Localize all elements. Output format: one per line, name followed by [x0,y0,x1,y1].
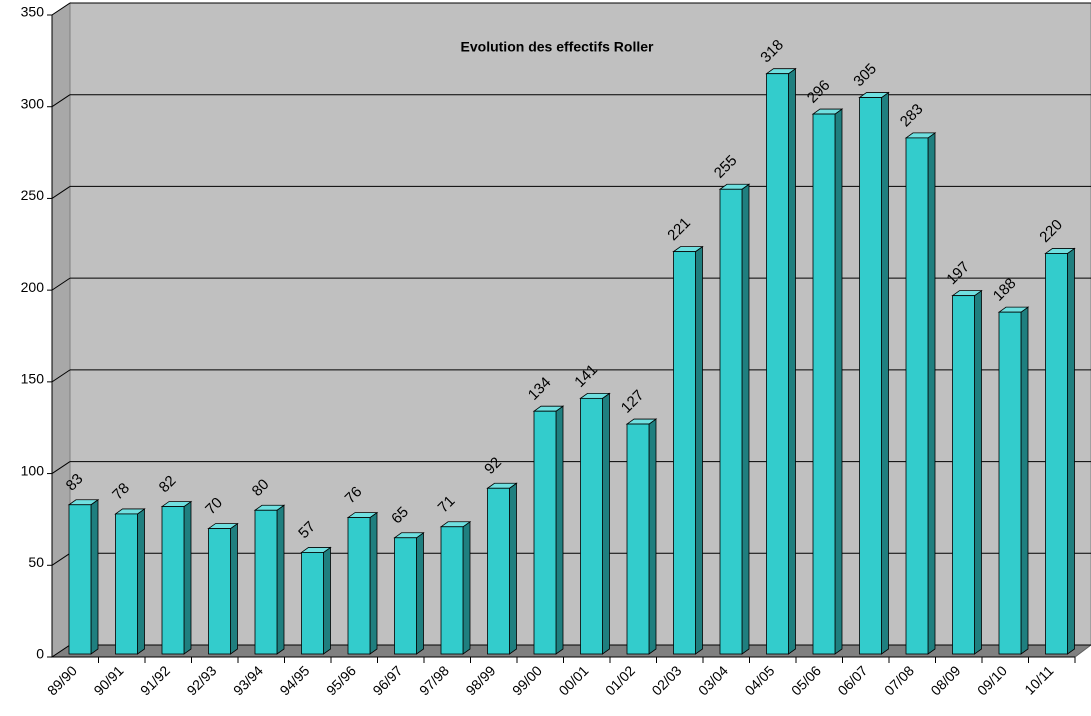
bar [998,311,1022,655]
bar [580,397,603,655]
bar-side [90,498,99,655]
x-tick-label: 07/08 [881,662,917,698]
bar [394,537,417,655]
bar-side [741,183,750,655]
bar-side [416,531,424,655]
chart-title: Evolution des effectifs Roller [461,39,654,55]
grid-line [51,552,71,566]
bar-side [974,289,982,655]
x-tick-label: 02/03 [648,662,684,698]
bar [208,528,231,655]
bar-side [927,132,936,655]
x-tick-label: 09/10 [974,662,1010,698]
bar-side [1020,306,1029,655]
bar-side [555,405,564,655]
bar [1045,253,1068,655]
bar [626,423,650,655]
x-tick-label: 92/93 [183,662,219,698]
x-tick-label: 94/95 [276,662,312,698]
bar [719,188,743,655]
bar [487,487,510,655]
x-tick-label: 93/94 [230,662,266,698]
bar-side [602,392,610,655]
x-tick-label: 95/96 [323,662,359,698]
y-tick-label: 250 [21,187,45,203]
y-tick-label: 150 [21,371,45,387]
bar-side [1067,247,1075,655]
x-tick-label: 97/98 [416,662,452,698]
y-tick-label: 350 [21,4,45,20]
y-tick-label: 300 [21,95,45,111]
bar-side [509,482,517,655]
grid-line [51,644,71,658]
x-tick-label: 06/07 [834,662,870,698]
x-tick-label: 01/02 [602,662,638,698]
bar-side [183,500,192,655]
bar [952,295,975,655]
bar-side [276,504,285,655]
x-tick-label: 04/05 [741,662,777,698]
bar [347,517,371,655]
bar [440,526,464,655]
bar-side [369,511,378,655]
bar-side [230,522,238,655]
bar [115,513,138,655]
bar [673,251,696,655]
grid-line [51,2,71,16]
x-tick-label: 05/06 [788,662,824,698]
x-tick-label: 03/04 [695,662,731,698]
bar [68,504,92,655]
bar-side [695,245,703,655]
y-tick-label: 0 [36,646,44,662]
x-tick-label: 10/11 [1021,662,1057,698]
grid-line [51,94,71,108]
x-tick-label: 89/90 [44,662,80,698]
x-tick-label: 91/92 [137,662,173,698]
bar [766,73,789,655]
bar-side [834,108,843,655]
bar [812,113,836,655]
bar [161,506,185,655]
bar-side [462,520,471,655]
bar [859,97,882,655]
bar [301,552,324,655]
grid-line [51,461,71,474]
x-tick-label: 99/00 [509,662,545,698]
x-tick-label: 08/09 [927,662,963,698]
x-tick-label: 98/99 [462,662,498,698]
bar-side [788,67,796,655]
y-tick-label: 200 [21,279,45,295]
grid-line [51,277,71,291]
bar-side [881,91,889,655]
bar-side [137,508,145,655]
grid-line [51,369,71,383]
bar [905,137,929,655]
bar-side [323,546,331,655]
bar [254,509,278,655]
bar-side [648,418,657,655]
x-tick-label: 96/97 [369,662,405,698]
bar [533,410,557,655]
y-tick-label: 50 [28,554,44,570]
y-tick-label: 100 [21,462,45,478]
x-tick-label: 00/01 [555,662,591,698]
bars [67,67,1076,655]
x-tick-label: 90/91 [90,662,126,698]
grid-line [51,186,71,199]
